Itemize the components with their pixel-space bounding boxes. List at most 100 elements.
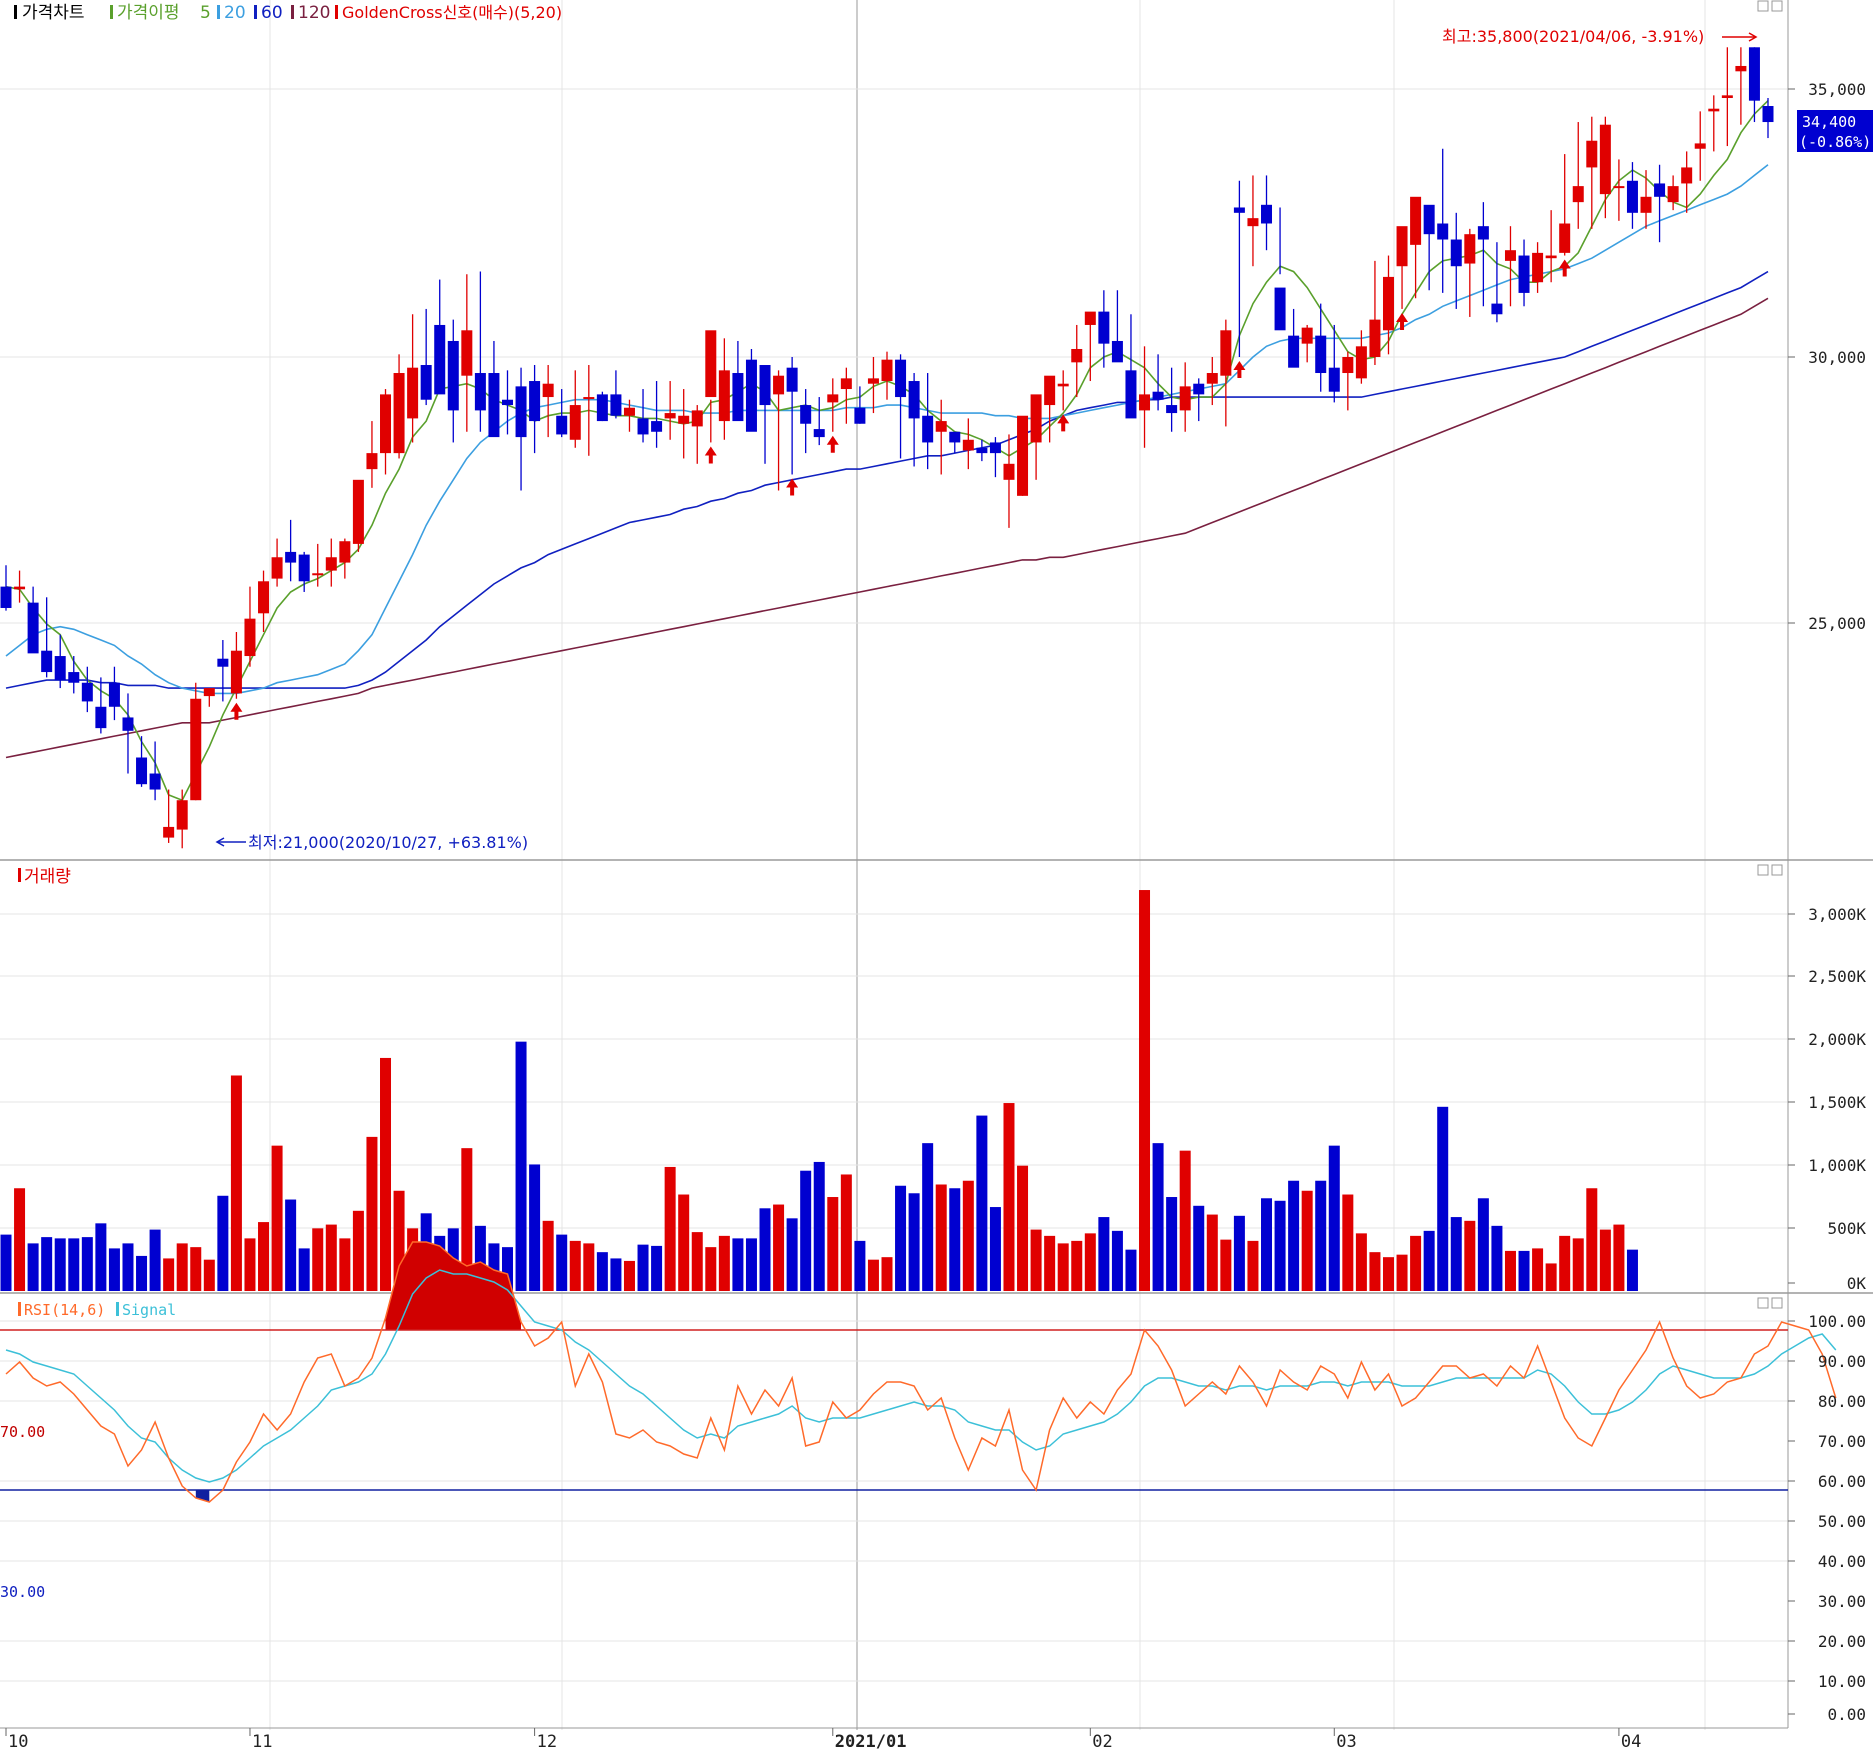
candle-body[interactable] xyxy=(664,413,676,419)
candle-body[interactable] xyxy=(813,429,825,438)
candle-body[interactable] xyxy=(745,359,757,432)
candle[interactable] xyxy=(1721,47,1733,147)
volume-bar[interactable] xyxy=(1450,1217,1462,1291)
candle[interactable] xyxy=(854,386,866,424)
volume-bar[interactable] xyxy=(718,1235,730,1291)
candle[interactable] xyxy=(800,389,812,454)
candle[interactable] xyxy=(176,789,188,849)
candle[interactable] xyxy=(773,370,785,491)
volume-bar[interactable] xyxy=(41,1237,53,1291)
volume-bar[interactable] xyxy=(1328,1145,1340,1291)
candle-body[interactable] xyxy=(298,554,310,582)
candle[interactable] xyxy=(1532,242,1544,293)
volume-bar[interactable] xyxy=(1504,1250,1516,1291)
volume-bar[interactable] xyxy=(461,1148,473,1291)
candle[interactable] xyxy=(1545,210,1557,283)
candle-body[interactable] xyxy=(1654,183,1666,197)
candle[interactable] xyxy=(312,543,324,587)
volume-bar[interactable] xyxy=(1559,1235,1571,1291)
candle-body[interactable] xyxy=(122,717,134,731)
volume-bar[interactable] xyxy=(1179,1150,1191,1291)
volume-bar[interactable] xyxy=(380,1057,392,1291)
volume-bar[interactable] xyxy=(190,1247,202,1291)
candle[interactable] xyxy=(1166,367,1178,432)
candle[interactable] xyxy=(393,354,405,459)
volume-bar[interactable] xyxy=(1247,1240,1259,1291)
candle[interactable] xyxy=(1206,357,1218,406)
candle-body[interactable] xyxy=(1274,287,1286,331)
candle-body[interactable] xyxy=(1559,223,1571,253)
volume-bar[interactable] xyxy=(149,1229,161,1291)
volume-bar[interactable] xyxy=(1423,1230,1435,1291)
volume-bar[interactable] xyxy=(1166,1197,1178,1291)
volume-bar[interactable] xyxy=(1071,1240,1083,1291)
candle-body[interactable] xyxy=(447,340,459,411)
candle[interactable] xyxy=(1355,330,1367,384)
volume-bar[interactable] xyxy=(108,1248,120,1291)
candle[interactable] xyxy=(122,693,134,774)
volume-bar[interactable] xyxy=(312,1228,324,1291)
candle[interactable] xyxy=(1708,95,1720,152)
volume-bar[interactable] xyxy=(81,1237,93,1291)
volume-bar[interactable] xyxy=(515,1041,527,1291)
candle-body[interactable] xyxy=(339,541,351,563)
candle-body[interactable] xyxy=(136,757,148,785)
volume-bar[interactable] xyxy=(1532,1248,1544,1291)
candle-body[interactable] xyxy=(989,442,1001,454)
volume-bar[interactable] xyxy=(1355,1233,1367,1291)
volume-bar[interactable] xyxy=(678,1194,690,1291)
candle-body[interactable] xyxy=(1071,348,1083,363)
volume-bar[interactable] xyxy=(230,1075,242,1291)
candle[interactable] xyxy=(718,338,730,440)
candle-body[interactable] xyxy=(1179,386,1191,411)
candle[interactable] xyxy=(1003,434,1015,528)
volume-bar[interactable] xyxy=(393,1190,405,1291)
volume-bar[interactable] xyxy=(569,1240,581,1291)
candle-body[interactable] xyxy=(1139,394,1151,411)
candle-body[interactable] xyxy=(474,373,486,411)
volume-bar[interactable] xyxy=(867,1259,879,1291)
candle-body[interactable] xyxy=(488,373,500,438)
candle[interactable] xyxy=(41,597,53,678)
candle-body[interactable] xyxy=(258,581,270,614)
candle[interactable] xyxy=(0,565,12,611)
candle[interactable] xyxy=(68,656,80,694)
volume-bar[interactable] xyxy=(623,1260,635,1291)
candle-body[interactable] xyxy=(1762,106,1774,123)
candle[interactable] xyxy=(529,365,541,454)
volume-bar[interactable] xyxy=(1572,1238,1584,1291)
candle[interactable] xyxy=(1504,226,1516,307)
candle-body[interactable] xyxy=(1640,196,1652,213)
volume-bar[interactable] xyxy=(1125,1249,1137,1291)
candle-body[interactable] xyxy=(380,394,392,454)
candle-body[interactable] xyxy=(1152,391,1164,400)
candle[interactable] xyxy=(759,365,771,464)
volume-bar[interactable] xyxy=(339,1238,351,1291)
candle-body[interactable] xyxy=(976,447,988,454)
candle[interactable] xyxy=(1247,175,1259,267)
candle[interactable] xyxy=(732,340,744,422)
candle-body[interactable] xyxy=(176,800,188,830)
candle-body[interactable] xyxy=(1193,383,1205,395)
candle[interactable] xyxy=(1518,239,1530,307)
candle[interactable] xyxy=(556,389,568,438)
volume-bar[interactable] xyxy=(840,1174,852,1291)
candle-body[interactable] xyxy=(962,439,974,451)
volume-bar[interactable] xyxy=(27,1243,39,1291)
volume-bar[interactable] xyxy=(1057,1243,1069,1291)
candle[interactable] xyxy=(664,381,676,440)
candle[interactable] xyxy=(1599,116,1611,219)
candle-body[interactable] xyxy=(230,650,242,694)
close-icon[interactable] xyxy=(1771,0,1783,12)
candle[interactable] xyxy=(325,538,337,587)
candle-body[interactable] xyxy=(1328,367,1340,392)
candle[interactable] xyxy=(1057,370,1069,411)
volume-bar[interactable] xyxy=(1410,1235,1422,1291)
candle-body[interactable] xyxy=(1382,276,1394,331)
candle[interactable] xyxy=(339,538,351,579)
candle[interactable] xyxy=(867,357,879,414)
volume-bar[interactable] xyxy=(1315,1180,1327,1291)
volume-bar-series[interactable] xyxy=(0,890,1638,1291)
candle-body[interactable] xyxy=(773,375,785,395)
volume-bar[interactable] xyxy=(1599,1229,1611,1291)
